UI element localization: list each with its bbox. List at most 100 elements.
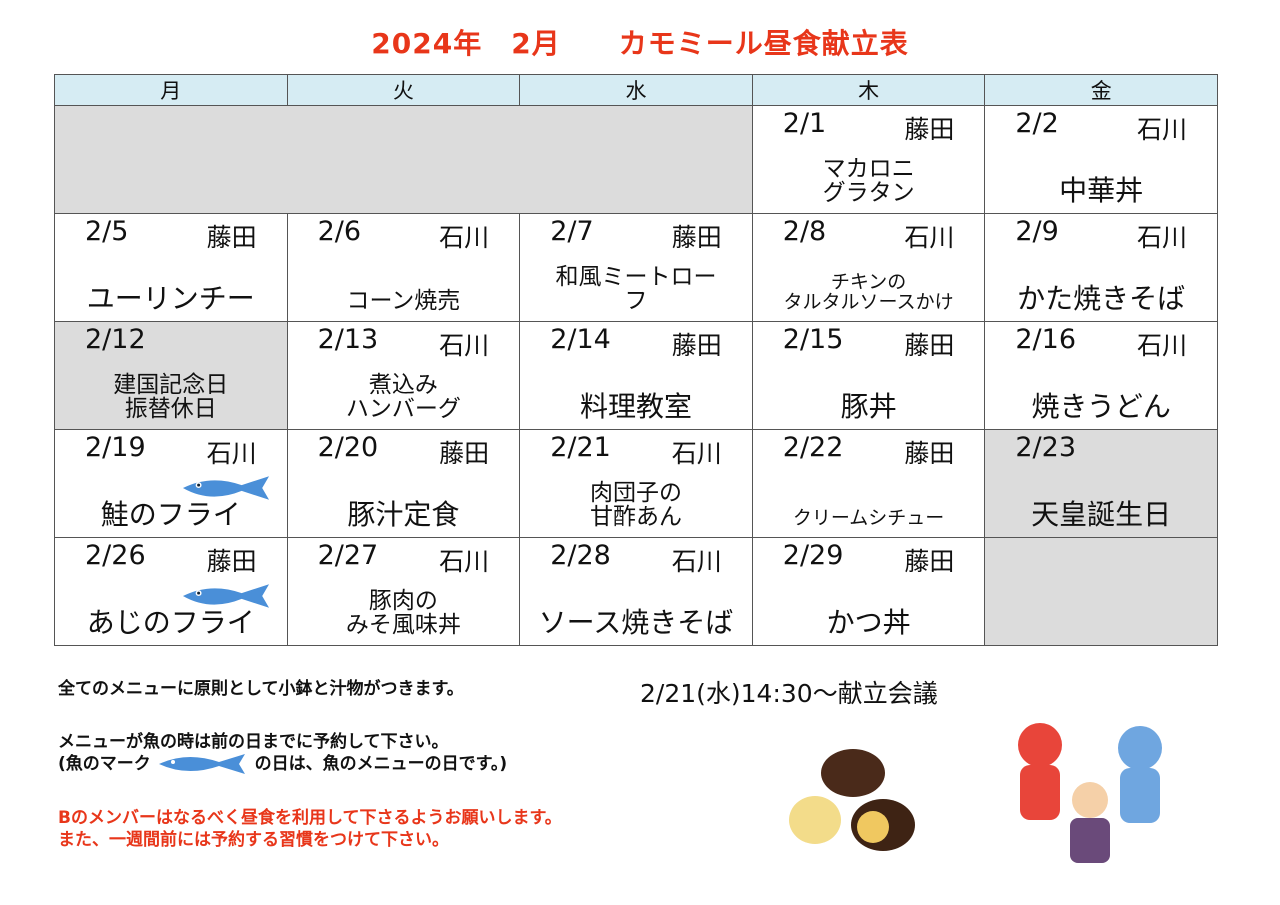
day-cell: 2/13 石川煮込み ハンバーグ (286, 321, 521, 430)
day-cell: 2/20 藤田豚汁定食 (286, 429, 521, 538)
note-reservation-habit: また、一週間前には予約する習慣をつけて下さい。 (58, 830, 449, 850)
chestnut-sweets-illustration (789, 749, 915, 851)
menu-item: かた焼きそば (1017, 281, 1186, 315)
day-cell: 2/9 石川かた焼きそば (984, 213, 1218, 322)
menu-item: 建国記念日 振替休日 (113, 371, 229, 422)
cook-name: 石川 (671, 439, 722, 468)
cook-name: 石川 (1136, 115, 1187, 144)
date-label: 2/8 (782, 216, 827, 247)
date-label: 2/13 (317, 324, 379, 355)
cook-name: 藤田 (671, 223, 722, 252)
cook-name: 石川 (904, 223, 955, 252)
day-cell: 2/15 藤田 豚丼 (751, 321, 986, 430)
cook-name: 藤田 (439, 439, 490, 468)
cook-name: 石川 (1136, 331, 1187, 360)
date-label: 2/6 (317, 216, 362, 247)
date-label: 2/2 (1015, 108, 1059, 139)
menu-item: 肉団子の 甘酢あん (589, 479, 682, 530)
cook-name: 藤田 (206, 547, 257, 576)
menu-item: チキンの タルタルソースかけ (783, 271, 954, 314)
menu-item: 中華丼 (1059, 173, 1144, 207)
note-fish-mark-b: の日は、魚のメニューの日です。) (254, 754, 508, 774)
day-cell: 2/19 石川鮭のフライ (54, 429, 288, 538)
day-cell: 2/5 藤田 ユーリンチー (54, 213, 288, 322)
date-label: 2/14 (550, 324, 611, 355)
menu-item: マカロニ グラタン (822, 155, 915, 206)
weekday-header: 金 (984, 74, 1218, 106)
note-side-dishes: 全てのメニューに原則として小鉢と汁物がつきます。 (58, 679, 464, 699)
day-cell: 2/26 藤田あじのフライ (54, 537, 288, 646)
week-row: 2/26 藤田あじのフライ 2/27 石川豚肉の みそ風味丼 2/28 石川ソース焼きそば… (54, 537, 1218, 646)
date-label: 2/1 (782, 108, 827, 139)
menu-item: 煮込み ハンバーグ (345, 371, 461, 422)
page-title: 2024年 2月 カモミール昼食献立表 (371, 27, 909, 60)
menu-item: 和風ミートロー フ (555, 263, 717, 314)
cook-name: 石川 (206, 439, 257, 468)
day-cell: 2/2 石川中華丼 (984, 105, 1218, 214)
cook-name: 石川 (1136, 223, 1187, 252)
day-cell: 2/16 石川焼きうどん (984, 321, 1218, 430)
menu-item: 料理教室 (579, 389, 692, 423)
date-label: 2/12 (85, 324, 146, 355)
day-cell: 2/1 藤田 マカロニ グラタン (751, 105, 986, 214)
cook-name: 藤田 (904, 547, 955, 576)
date-label: 2/23 (1015, 432, 1077, 463)
note-fish-mark: (魚のマーク の日は、魚のメニューの日です。) (58, 753, 507, 775)
date-label: 2/26 (85, 540, 146, 571)
date-label: 2/19 (85, 432, 146, 463)
day-cell: 2/8 石川チキンの タルタルソースかけ (751, 213, 986, 322)
cook-name: 藤田 (904, 331, 955, 360)
date-label: 2/15 (782, 324, 844, 355)
cook-name: 石川 (439, 331, 490, 360)
fish-icon (182, 476, 269, 500)
date-label: 2/9 (1015, 216, 1059, 247)
date-label: 2/21 (550, 432, 611, 463)
menu-item: コーン焼売 (346, 287, 461, 314)
cook-name: 藤田 (671, 331, 722, 360)
date-label: 2/20 (317, 432, 379, 463)
menu-item: ユーリンチー (86, 281, 255, 315)
cook-name: 石川 (439, 547, 490, 576)
cook-name: 石川 (439, 223, 490, 252)
week-row: 2/19 石川鮭のフライ 2/20 藤田豚汁定食 2/21 石川肉団子の 甘酢あん 2/22… (54, 429, 1218, 538)
menu-item: かつ丼 (826, 605, 911, 639)
menu-item: 豚丼 (840, 389, 897, 423)
week-row: 2/5 藤田 ユーリンチー 2/6 石川 コーン焼売 2/7 藤田 和風ミートロー フ 2/8 石川… (54, 213, 1218, 322)
day-cell: 2/23 天皇誕生日 (984, 429, 1218, 538)
day-cell: 2/27 石川豚肉の みそ風味丼 (286, 537, 521, 646)
day-cell: 2/6 石川コーン焼売 (286, 213, 521, 322)
day-cell: 2/14 藤田料理教室 (519, 321, 753, 430)
weekday-header: 月 (54, 74, 288, 106)
day-cell: 2/28 石川ソース焼きそば (519, 537, 753, 646)
menu-item: あじのフライ (86, 605, 255, 639)
weekday-header: 木 (751, 74, 986, 106)
menu-item: 天皇誕生日 (1031, 497, 1172, 531)
week-row: 2/1 藤田 マカロニ グラタン 2/2 石川中華丼 (54, 105, 1218, 214)
note-fish-reservation: メニューが魚の時は前の日までに予約して下さい。 (58, 732, 449, 752)
fish-icon (158, 754, 245, 774)
day-cell: 2/21 石川肉団子の 甘酢あん (519, 429, 753, 538)
date-label: 2/5 (85, 216, 129, 247)
menu-item: 豚汁定食 (347, 497, 460, 531)
date-label: 2/28 (550, 540, 611, 571)
menu-item: 鮭のフライ (100, 497, 241, 531)
date-label: 2/27 (317, 540, 379, 571)
day-cell: 2/12 建国記念日 振替休日 (54, 321, 288, 430)
menu-calendar: 月火水木金 2/1 藤田 マカロニ グラタン 2/2 石川 中華丼 2/5 藤田 ユーリンチー 2… (54, 74, 1218, 646)
day-cell: 2/7 藤田和風ミートロー フ (519, 213, 753, 322)
date-label: 2/22 (782, 432, 844, 463)
setsubun-oni-illustration (1018, 723, 1162, 863)
date-label: 2/7 (550, 216, 594, 247)
day-cell: 2/22 藤田 クリームシチュー (751, 429, 986, 538)
menu-item: 豚肉の みそ風味丼 (345, 587, 461, 638)
cook-name: 石川 (671, 547, 722, 576)
menu-item: 焼きうどん (1031, 389, 1171, 423)
menu-item: クリームシチュー (792, 507, 945, 530)
day-cell (984, 537, 1218, 646)
menu-item: ソース焼きそば (538, 605, 734, 639)
weekday-header: 水 (519, 74, 753, 106)
note-b-members: Bのメンバーはなるべく昼食を利用して下さるようお願いします。 (58, 808, 562, 828)
week-row: 2/12 建国記念日 振替休日 2/13 石川 煮込み ハンバーグ 2/14 藤田 料理教室 2… (54, 321, 1218, 430)
date-label: 2/16 (1015, 324, 1077, 355)
day-cell: 2/29 藤田 かつ丼 (751, 537, 986, 646)
